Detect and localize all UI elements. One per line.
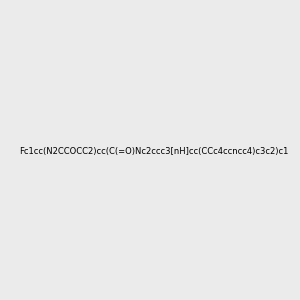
Text: Fc1cc(N2CCOCC2)cc(C(=O)Nc2ccc3[nH]cc(CCc4ccncc4)c3c2)c1: Fc1cc(N2CCOCC2)cc(C(=O)Nc2ccc3[nH]cc(CCc… [19,147,288,156]
